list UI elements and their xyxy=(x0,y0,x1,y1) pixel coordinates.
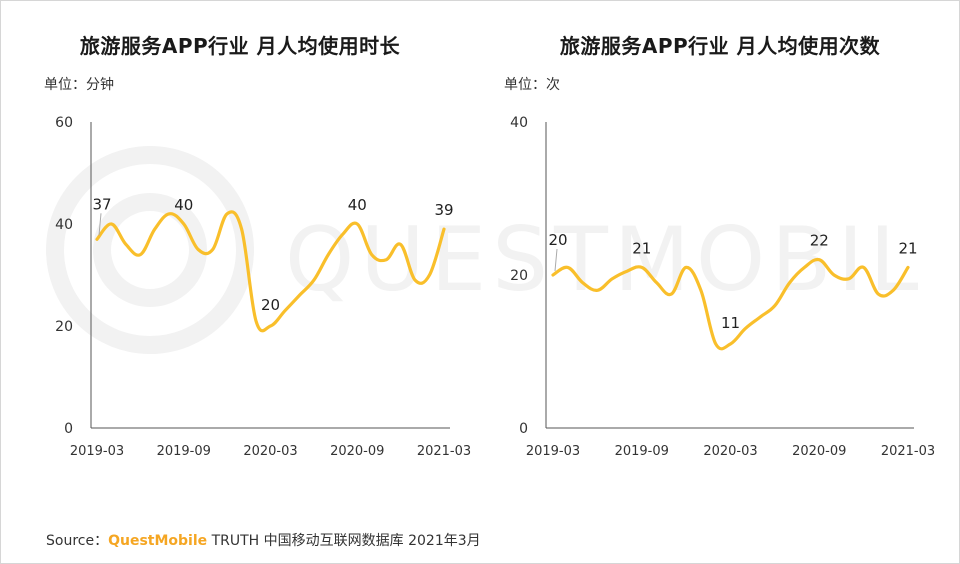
data-label: 40 xyxy=(348,196,367,214)
x-tick-label: 2019-09 xyxy=(157,444,211,459)
chart-usage-duration: 旅游服务APP行业 月人均使用时长 单位：分钟 0 20 40 60 2019-03 20… xyxy=(0,0,480,520)
chart-title: 旅游服务APP行业 月人均使用时长 xyxy=(79,34,401,58)
data-label: 11 xyxy=(721,314,740,332)
data-label-leader xyxy=(98,213,102,236)
x-tick-label: 2020-09 xyxy=(330,444,384,459)
source-note: Source：QuestMobile TRUTH 中国移动互联网数据库 2021… xyxy=(46,530,481,550)
x-tick-label: 2019-09 xyxy=(615,444,669,459)
data-label: 20 xyxy=(261,296,280,314)
chart-title: 旅游服务APP行业 月人均使用次数 xyxy=(559,34,881,58)
y-tick-label: 20 xyxy=(55,319,73,335)
x-tick-label: 2021-03 xyxy=(417,444,471,459)
line-chart-count: 0 20 40 2019-03 2019-09 2020-03 2020-09 2021-03… xyxy=(510,115,935,459)
unit-label: 单位：分钟 xyxy=(44,77,114,93)
y-tick-label: 60 xyxy=(55,115,73,131)
source-brand: QuestMobile xyxy=(108,533,208,549)
data-label-leader xyxy=(554,248,558,272)
data-label: 37 xyxy=(92,195,111,213)
data-label: 21 xyxy=(898,239,917,257)
series-line xyxy=(551,257,910,351)
x-tick-label: 2020-03 xyxy=(243,444,297,459)
line-chart-duration: 0 20 40 60 2019-03 2019-09 2020-03 2020-09 2021-… xyxy=(55,115,471,459)
x-tick-label: 2019-03 xyxy=(70,444,124,459)
data-label: 40 xyxy=(174,196,193,214)
y-tick-label: 40 xyxy=(55,217,73,233)
unit-label: 单位：次 xyxy=(504,77,560,93)
x-tick-label: 2020-09 xyxy=(792,444,846,459)
x-tick-label: 2020-03 xyxy=(703,444,757,459)
x-tick-label: 2019-03 xyxy=(526,444,580,459)
source-rest: TRUTH 中国移动互联网数据库 2021年3月 xyxy=(207,533,481,549)
chart-usage-count: 旅游服务APP行业 月人均使用次数 单位：次 0 20 40 2019-03 2019-… xyxy=(480,0,960,520)
data-label: 21 xyxy=(632,239,651,257)
series-line xyxy=(95,210,446,333)
y-tick-label: 0 xyxy=(64,421,73,437)
y-tick-label: 0 xyxy=(519,421,528,437)
data-label: 39 xyxy=(434,201,453,219)
y-tick-label: 20 xyxy=(510,268,528,284)
data-label: 22 xyxy=(810,232,829,250)
data-label: 20 xyxy=(548,231,567,249)
y-tick-label: 40 xyxy=(510,115,528,131)
x-tick-label: 2021-03 xyxy=(881,444,935,459)
source-prefix: Source： xyxy=(46,533,109,549)
